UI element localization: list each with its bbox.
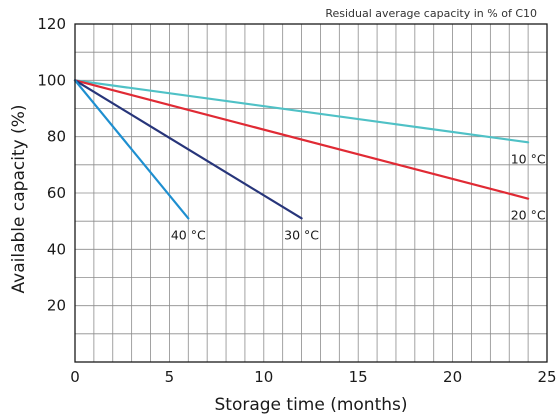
series-label: 20 °C <box>511 208 546 223</box>
x-tick-label: 20 <box>443 368 462 386</box>
series-label: 40 °C <box>171 227 206 242</box>
x-tick-label: 10 <box>254 368 273 386</box>
series-line <box>73 79 530 144</box>
series-line <box>73 79 303 220</box>
series-line <box>73 79 190 220</box>
y-tick-label: 20 <box>47 297 66 315</box>
y-tick-label: 100 <box>37 71 66 89</box>
y-tick-label: 80 <box>47 128 66 146</box>
chart-subtitle: Residual average capacity in % of C10 <box>325 7 537 20</box>
x-tick-label: 25 <box>537 368 556 386</box>
series-label: 10 °C <box>511 151 546 166</box>
series-label: 30 °C <box>284 227 319 242</box>
x-tick-label: 5 <box>165 368 175 386</box>
x-tick-label: 15 <box>349 368 368 386</box>
y-tick-label: 120 <box>37 15 66 33</box>
series-lines <box>73 79 530 220</box>
y-axis-title: Available capacity (%) <box>9 105 29 294</box>
series-line <box>73 79 530 200</box>
tick-labels: 0 5 10 15 20 25 20 40 60 80 100 120 <box>37 15 556 386</box>
x-axis-title: Storage time (months) <box>214 395 407 414</box>
series-labels: 10 °C 20 °C 30 °C 40 °C <box>171 151 546 242</box>
x-tick-label: 0 <box>70 368 80 386</box>
plot-frame <box>74 23 548 363</box>
y-tick-label: 40 <box>47 240 66 258</box>
y-tick-label: 60 <box>47 184 66 202</box>
grid <box>75 24 547 362</box>
